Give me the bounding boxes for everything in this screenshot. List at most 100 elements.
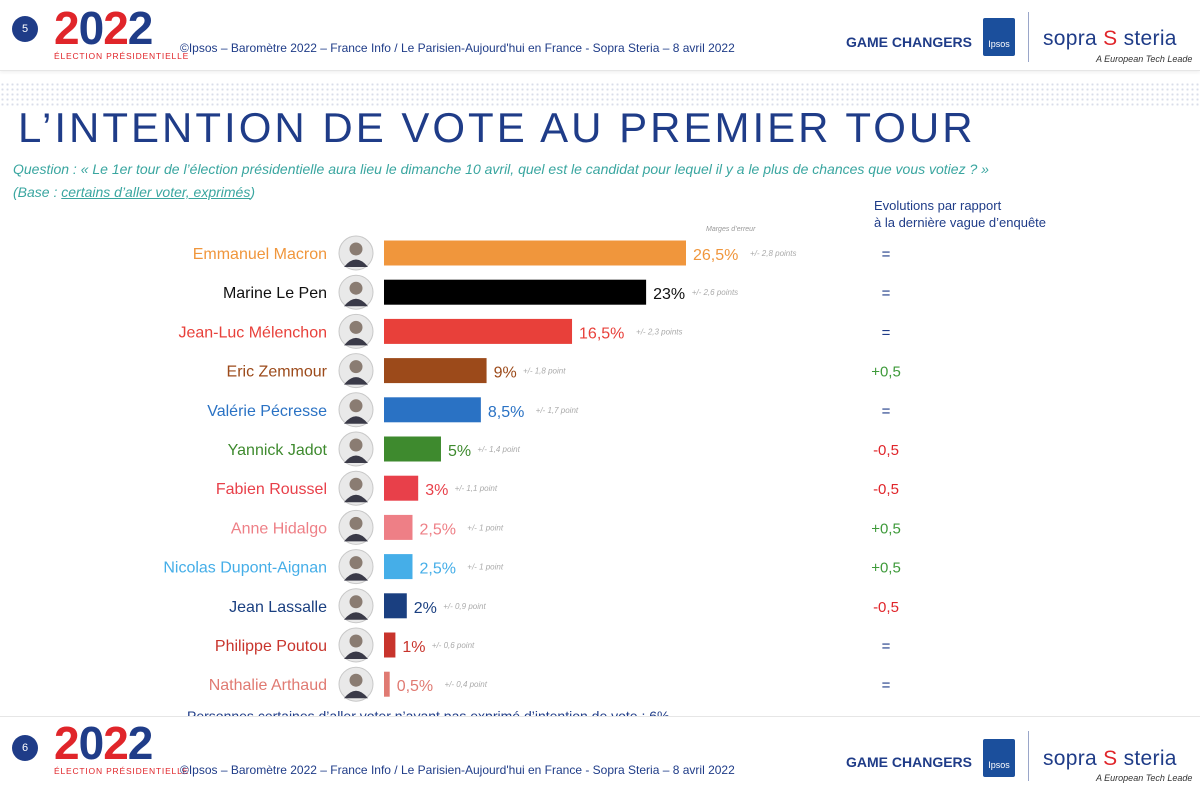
- margin-label: +/- 1 point: [467, 523, 504, 532]
- margin-label: +/- 0,9 point: [443, 602, 486, 611]
- avatar-head-icon: [349, 595, 363, 609]
- avatar-body-icon: [344, 573, 368, 581]
- candidate-name: Valérie Pécresse: [207, 403, 327, 420]
- evolution-header: Evolutions par rapport à la dernière vag…: [874, 197, 1046, 231]
- candidate-name: Nicolas Dupont-Aignan: [163, 560, 327, 577]
- bar: [384, 436, 441, 462]
- avatar-body-icon: [344, 298, 368, 307]
- bar: [384, 671, 390, 697]
- evolution-value: +0,5: [871, 364, 901, 381]
- margin-label: +/- 1 point: [467, 563, 504, 572]
- avatar-body-icon: [344, 455, 368, 463]
- value-label: 2,5%: [419, 561, 455, 578]
- evolution-value: +0,5: [871, 560, 901, 577]
- candidate-name: Jean-Luc Mélenchon: [178, 324, 327, 341]
- avatar-head-icon: [349, 516, 363, 530]
- bar: [384, 240, 686, 266]
- logo-year: 2022: [54, 2, 153, 54]
- margin-label: +/- 1,7 point: [536, 406, 579, 415]
- question-text: Question : « Le 1er tour de l’élection p…: [13, 161, 989, 177]
- value-label: 3%: [425, 482, 448, 499]
- game-changers-label-footer: GAME CHANGERS: [846, 754, 973, 770]
- ipsos-logo: Ipsos: [983, 18, 1015, 56]
- evolution-header-line2: à la dernière vague d’enquête: [874, 215, 1047, 230]
- evolution-value: =: [882, 246, 891, 263]
- value-label: 0,5%: [397, 678, 433, 695]
- value-label: 26,5%: [693, 247, 738, 264]
- candidate-name: Jean Lassalle: [229, 599, 327, 616]
- avatar-head-icon: [349, 634, 363, 648]
- logo-divider-footer: [1028, 731, 1029, 781]
- evolution-value: -0,5: [873, 481, 899, 498]
- avatar-body-icon: [344, 690, 368, 699]
- value-label: 5%: [448, 443, 471, 460]
- evolution-value: =: [882, 638, 891, 655]
- value-label: 8,5%: [488, 404, 524, 421]
- logo-subtitle: ÉLECTION PRÉSIDENTIELLE: [54, 51, 190, 61]
- sopra-steria-logo-footer: sopra S steria: [1043, 747, 1177, 770]
- bar: [384, 358, 487, 384]
- page-number-badge: 5: [12, 16, 38, 42]
- copyright-text-footer: ©Ipsos – Baromètre 2022 – France Info / …: [180, 763, 735, 777]
- evolution-value: +0,5: [871, 520, 901, 537]
- base-link: certains d’aller voter, exprimés: [61, 184, 251, 200]
- evolution-value: -0,5: [873, 442, 899, 459]
- base-text: (Base : certains d’aller voter, exprimés…: [13, 184, 255, 200]
- margin-label: +/- 0,6 point: [432, 641, 475, 650]
- page-title: L’INTENTION DE VOTE AU PREMIER TOUR: [18, 104, 976, 151]
- candidate-name: Anne Hidalgo: [231, 520, 327, 537]
- bar: [384, 593, 407, 619]
- margin-label: +/- 1,4 point: [477, 445, 520, 454]
- avatar-body-icon: [344, 416, 368, 424]
- bar: [384, 554, 413, 580]
- avatar-body-icon: [344, 533, 368, 542]
- avatar-head-icon: [349, 556, 363, 570]
- footer-bar: 6 2022 ÉLECTION PRÉSIDENTIELLE ©Ipsos – …: [0, 716, 1200, 787]
- avatar-head-icon: [349, 399, 363, 413]
- value-label: 16,5%: [579, 325, 624, 342]
- avatar-head-icon: [349, 242, 363, 256]
- avatar-body-icon: [344, 651, 368, 659]
- logo-divider: [1028, 12, 1029, 62]
- avatar-body-icon: [344, 337, 368, 346]
- avatar-head-icon: [349, 281, 363, 295]
- evolution-value: =: [882, 285, 891, 302]
- bar: [384, 318, 573, 344]
- logo-year-footer: 2022: [54, 717, 153, 769]
- sopra-mark-icon: S: [1103, 27, 1118, 50]
- value-label: 2%: [414, 600, 437, 617]
- page-number-badge-footer: 6: [12, 735, 38, 761]
- evolution-header-line1: Evolutions par rapport: [874, 198, 1002, 213]
- candidate-name: Yannick Jadot: [228, 442, 328, 459]
- margin-label: +/- 2,6 points: [692, 288, 738, 297]
- sopra-tagline: A European Tech Leade: [1096, 54, 1193, 64]
- evolution-value: =: [882, 677, 891, 694]
- value-label: 23%: [653, 286, 685, 303]
- candidate-name: Emmanuel Macron: [193, 246, 327, 263]
- election-2022-logo-footer: 2022 ÉLECTION PRÉSIDENTIELLE: [52, 719, 188, 783]
- avatar-body-icon: [344, 494, 368, 503]
- margins-header: Marges d’erreur: [706, 226, 756, 233]
- margin-label: +/- 2,8 points: [750, 249, 796, 258]
- margin-label: +/- 0,4 point: [444, 680, 487, 689]
- avatar-head-icon: [349, 477, 363, 491]
- bar: [384, 475, 419, 501]
- value-label: 1%: [402, 639, 425, 656]
- evolution-value: =: [882, 403, 891, 420]
- sopra-tagline-footer: A European Tech Leade: [1096, 773, 1193, 783]
- avatar-body-icon: [344, 259, 368, 267]
- avatar-head-icon: [349, 360, 363, 374]
- candidate-name: Eric Zemmour: [227, 364, 328, 381]
- bar: [384, 514, 413, 540]
- margin-label: +/- 1,8 point: [523, 367, 566, 376]
- value-label: 2,5%: [419, 521, 455, 538]
- election-2022-logo: 2022 ÉLECTION PRÉSIDENTIELLE: [52, 4, 188, 68]
- ipsos-logo-footer: Ipsos: [983, 739, 1015, 777]
- dotted-divider: [0, 82, 1200, 108]
- bar: [384, 279, 647, 305]
- avatar-head-icon: [349, 320, 363, 334]
- candidate-name: Fabien Roussel: [216, 481, 327, 498]
- avatar-body-icon: [344, 612, 368, 620]
- sopra-mark-icon-footer: S: [1103, 747, 1118, 770]
